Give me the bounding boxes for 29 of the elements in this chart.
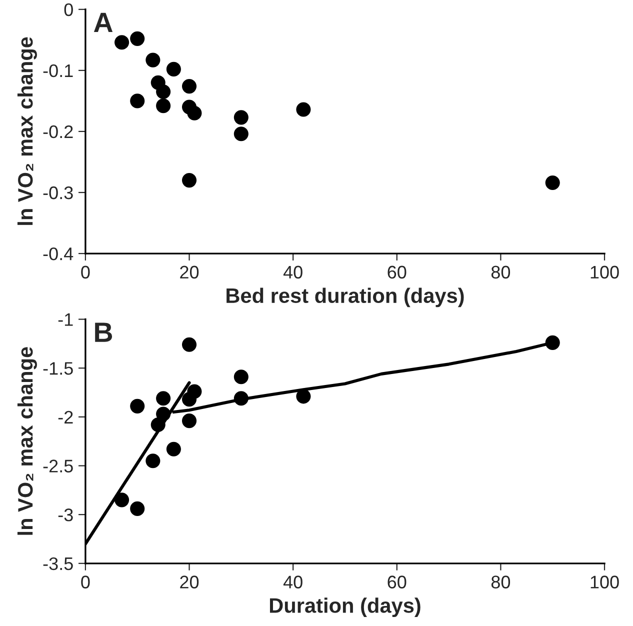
y-tick-label: -0.4: [43, 247, 74, 260]
x-tick-label: 40: [283, 266, 302, 279]
y-tick-label: -2: [58, 410, 73, 424]
x-tick-label: 80: [491, 266, 510, 279]
y-axis-title: ln VO₂ max change: [17, 347, 37, 535]
y-tick-label: -3.5: [43, 557, 73, 570]
x-tick-label: 60: [388, 576, 406, 588]
x-tick-label: 20: [180, 266, 199, 279]
x-axis-title: Duration (days): [270, 598, 420, 618]
y-tick-label: -1: [58, 313, 73, 326]
y-tick-label: -1.5: [43, 362, 73, 375]
x-tick-label: 0: [81, 576, 90, 588]
x-axis-title: Bed rest duration (days): [226, 288, 464, 308]
y-tick-label: -2.5: [43, 460, 73, 472]
y-tick-label: -0.1: [43, 64, 73, 78]
x-tick-label: 100: [590, 576, 619, 588]
y-axis-title: ln VO₂ max change: [17, 37, 37, 225]
x-tick-label: 20: [180, 576, 199, 588]
x-tick-label: 100: [590, 266, 619, 279]
annotation: B: [95, 322, 112, 342]
y-tick-label: 0: [64, 3, 73, 16]
y-tick-label: -0.2: [43, 125, 73, 138]
x-tick-label: 80: [491, 576, 510, 588]
annotation: A: [94, 12, 113, 32]
x-tick-label: 60: [388, 266, 406, 279]
y-tick-label: -3: [58, 508, 73, 522]
y-tick-label: -0.3: [43, 186, 73, 200]
x-tick-label: 40: [283, 576, 302, 588]
x-tick-label: 0: [81, 266, 90, 279]
